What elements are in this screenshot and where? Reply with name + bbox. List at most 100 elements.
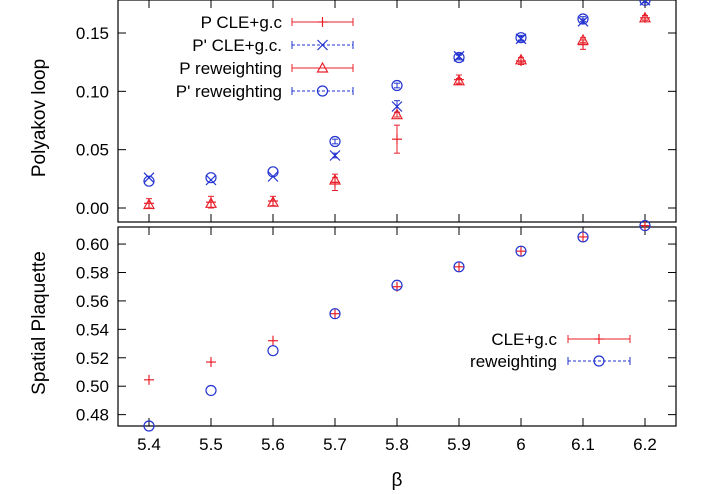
top-series-3-point-part (391, 79, 403, 92)
bottom-series-1-point-part (577, 231, 589, 243)
bottom-series-0-point (144, 374, 154, 385)
top-series-2-point (328, 173, 342, 185)
top-legend-label: P' CLE+g.c. (192, 36, 282, 55)
top-series-3-point-part (453, 51, 465, 64)
top-series-0-point (392, 134, 402, 145)
top-series-1-point (391, 101, 403, 112)
bottom-legend-marker (594, 334, 604, 344)
bottom-series-0-point (454, 261, 464, 272)
bottom-series-1-point-part (391, 279, 403, 291)
top-series-2-point (576, 33, 590, 45)
bottom-series-1-point-part (143, 420, 155, 432)
top-series-1-point-part (329, 150, 341, 161)
top-series-3-point (143, 175, 155, 187)
top-series-3-point-part (329, 135, 341, 148)
top-legend-marker (317, 39, 328, 51)
bottom-series-1-point (329, 308, 341, 320)
data-marks (142, 0, 652, 432)
top-legend-marker (317, 17, 328, 27)
x-tick-label: 5.8 (385, 435, 409, 454)
x-tick-label: 5.4 (137, 435, 161, 454)
bottom-plot-frame (117, 226, 677, 427)
x-tick-label: 6.1 (571, 435, 595, 454)
top-legend-marker (316, 85, 329, 97)
bottom-series-1-point-part (267, 345, 279, 357)
top-series-3-point-part (577, 13, 589, 25)
x-tick-label: 6 (516, 435, 525, 454)
top-series-2-point-part (514, 53, 528, 65)
top-series-1-point-part (391, 101, 403, 112)
top-series-2-point (514, 53, 528, 65)
top-series-3-point-part (639, 0, 651, 6)
top-series-1-point (329, 150, 341, 161)
bottom-series-0-point (268, 335, 278, 346)
top-series-2-point-part (266, 195, 280, 207)
bottom-legend-marker (593, 355, 605, 367)
x-tick-label: 5.5 (199, 435, 223, 454)
bottom-y-tick-label: 0.56 (76, 292, 109, 311)
top-series-3-point (267, 166, 279, 178)
top-series-3-point (577, 13, 589, 25)
top-series-2-point-part (452, 74, 466, 86)
bottom-series-1-point (205, 384, 217, 397)
x-tick-label: 5.6 (261, 435, 285, 454)
x-tick-label: 6.2 (633, 435, 657, 454)
top-y-tick-label: 0.00 (76, 199, 109, 218)
top-series-1-point-part (205, 174, 217, 186)
top-series-2-point (452, 74, 466, 86)
bottom-series-1-point (391, 279, 403, 291)
top-series-3-point (515, 32, 527, 44)
bottom-series-0-point (640, 220, 650, 231)
legends: P CLE+g.c P' CLE+g.c. P reweighting P' rewe… (176, 13, 631, 371)
top-legend-marker-part (316, 61, 329, 73)
top-series-2-point-part (142, 198, 156, 210)
x-tick-label: 5.7 (323, 435, 347, 454)
bottom-series-1-point-part (329, 308, 341, 320)
bottom-series-1-point (267, 345, 279, 357)
top-series-2-point-part (328, 173, 342, 185)
bottom-legend-label: CLE+g.c (491, 330, 557, 349)
bottom-series-1-point (515, 245, 527, 257)
bottom-legend-marker-part (593, 355, 605, 367)
top-series-3-point (391, 79, 403, 92)
top-series-3-point-part (515, 32, 527, 44)
bottom-series-0-point (206, 357, 216, 368)
bottom-y-tick-label: 0.52 (76, 349, 109, 368)
top-series-2-point-part (390, 108, 404, 120)
top-y-tick-label: 0.15 (76, 24, 109, 43)
bottom-legend-label: reweighting (470, 352, 557, 371)
top-series-2-point (204, 197, 218, 208)
bottom-y-tick-label: 0.48 (76, 406, 109, 425)
bottom-series-0-point (330, 308, 340, 319)
top-legend-marker-part (317, 39, 328, 51)
bottom-series-1-point-part (639, 219, 651, 232)
top-y-axis-title: Polyakov loop (29, 59, 50, 177)
top-series-2-point (638, 11, 652, 23)
top-series-1-point (205, 174, 217, 186)
bottom-series-1-point (639, 219, 651, 232)
top-legend-marker-part (316, 85, 329, 97)
bottom-series-1-point-part (205, 384, 217, 397)
x-axis-title: β (392, 470, 403, 491)
bottom-series-1-point-part (515, 245, 527, 257)
bottom-series-1-point (143, 420, 155, 432)
top-series-1-point-part (143, 172, 155, 184)
top-series-3-point (639, 0, 651, 6)
bottom-series-1-point-part (453, 261, 465, 273)
bottom-series-0-point (516, 246, 526, 257)
top-series-3-point (205, 172, 217, 184)
bottom-series-1-point (577, 231, 589, 243)
axis-ticks: 0.00 0.05 0.10 0.15 0.48 0.50 0.52 0.54 0.56 0.58… (76, 0, 676, 454)
top-series-2-point-part (204, 197, 218, 208)
bottom-y-tick-label: 0.50 (76, 377, 109, 396)
bottom-series-1-point (453, 261, 465, 273)
top-series-3-point-part (143, 175, 155, 187)
top-series-2-point (142, 198, 156, 210)
top-series-3-point (453, 51, 465, 64)
top-y-tick-label: 0.05 (76, 141, 109, 160)
top-series-2-point (390, 108, 404, 120)
top-series-2-point (266, 195, 280, 207)
top-series-3-point-part (267, 166, 279, 178)
top-series-3-point-part (205, 172, 217, 184)
